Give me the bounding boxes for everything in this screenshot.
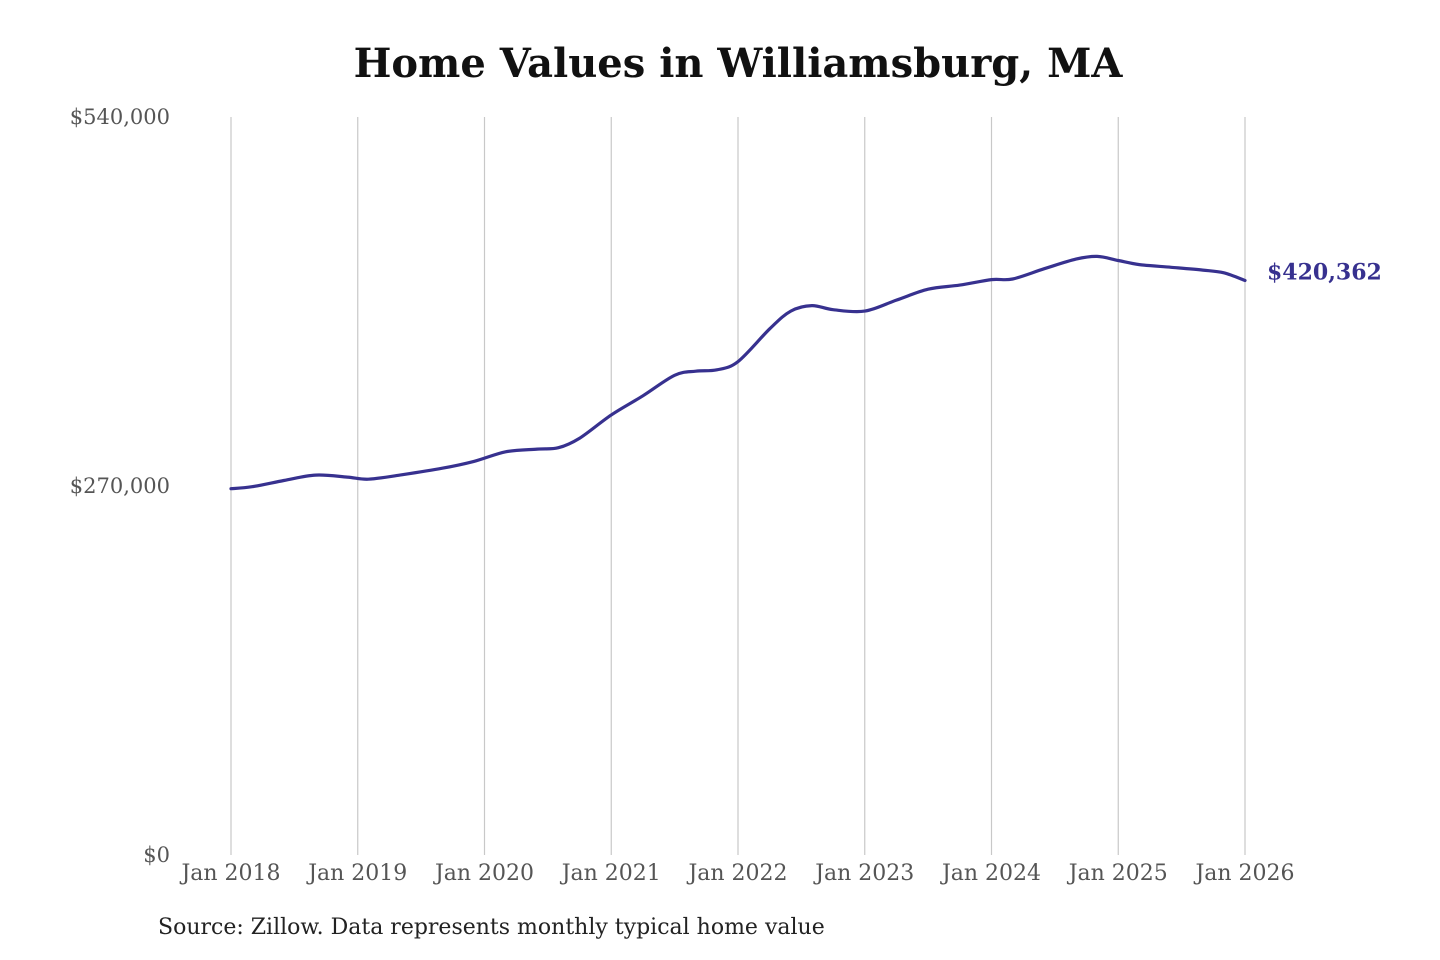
x-tick-label: Jan 2020 bbox=[433, 861, 534, 886]
grid-lines bbox=[230, 117, 1246, 855]
source-note: Source: Zillow. Data represents monthly … bbox=[158, 915, 825, 940]
x-tick-label: Jan 2018 bbox=[179, 861, 280, 886]
x-tick-label: Jan 2024 bbox=[940, 861, 1041, 886]
x-tick-label: Jan 2019 bbox=[306, 861, 407, 886]
x-tick-label: Jan 2022 bbox=[686, 861, 787, 886]
x-tick-label: Jan 2025 bbox=[1067, 861, 1168, 886]
series-line bbox=[229, 254, 1247, 491]
series-layer bbox=[229, 254, 1247, 491]
y-tick-label: $270,000 bbox=[70, 474, 170, 498]
x-tick-label: Jan 2026 bbox=[1193, 861, 1294, 886]
y-tick-label: $540,000 bbox=[70, 105, 170, 129]
y-axis-ticks: $0 $270,000 $540,000 bbox=[70, 105, 170, 867]
x-axis-ticks: Jan 2018 Jan 2019 Jan 2020 Jan 2021 Jan 2022… bbox=[179, 861, 1294, 886]
end-value-label: $420,362 bbox=[1267, 260, 1382, 286]
chart-title: Home Values in Williamsburg, MA bbox=[353, 40, 1123, 87]
x-tick-label: Jan 2023 bbox=[813, 861, 914, 886]
y-tick-label: $0 bbox=[143, 843, 170, 867]
x-tick-label: Jan 2021 bbox=[560, 861, 661, 886]
